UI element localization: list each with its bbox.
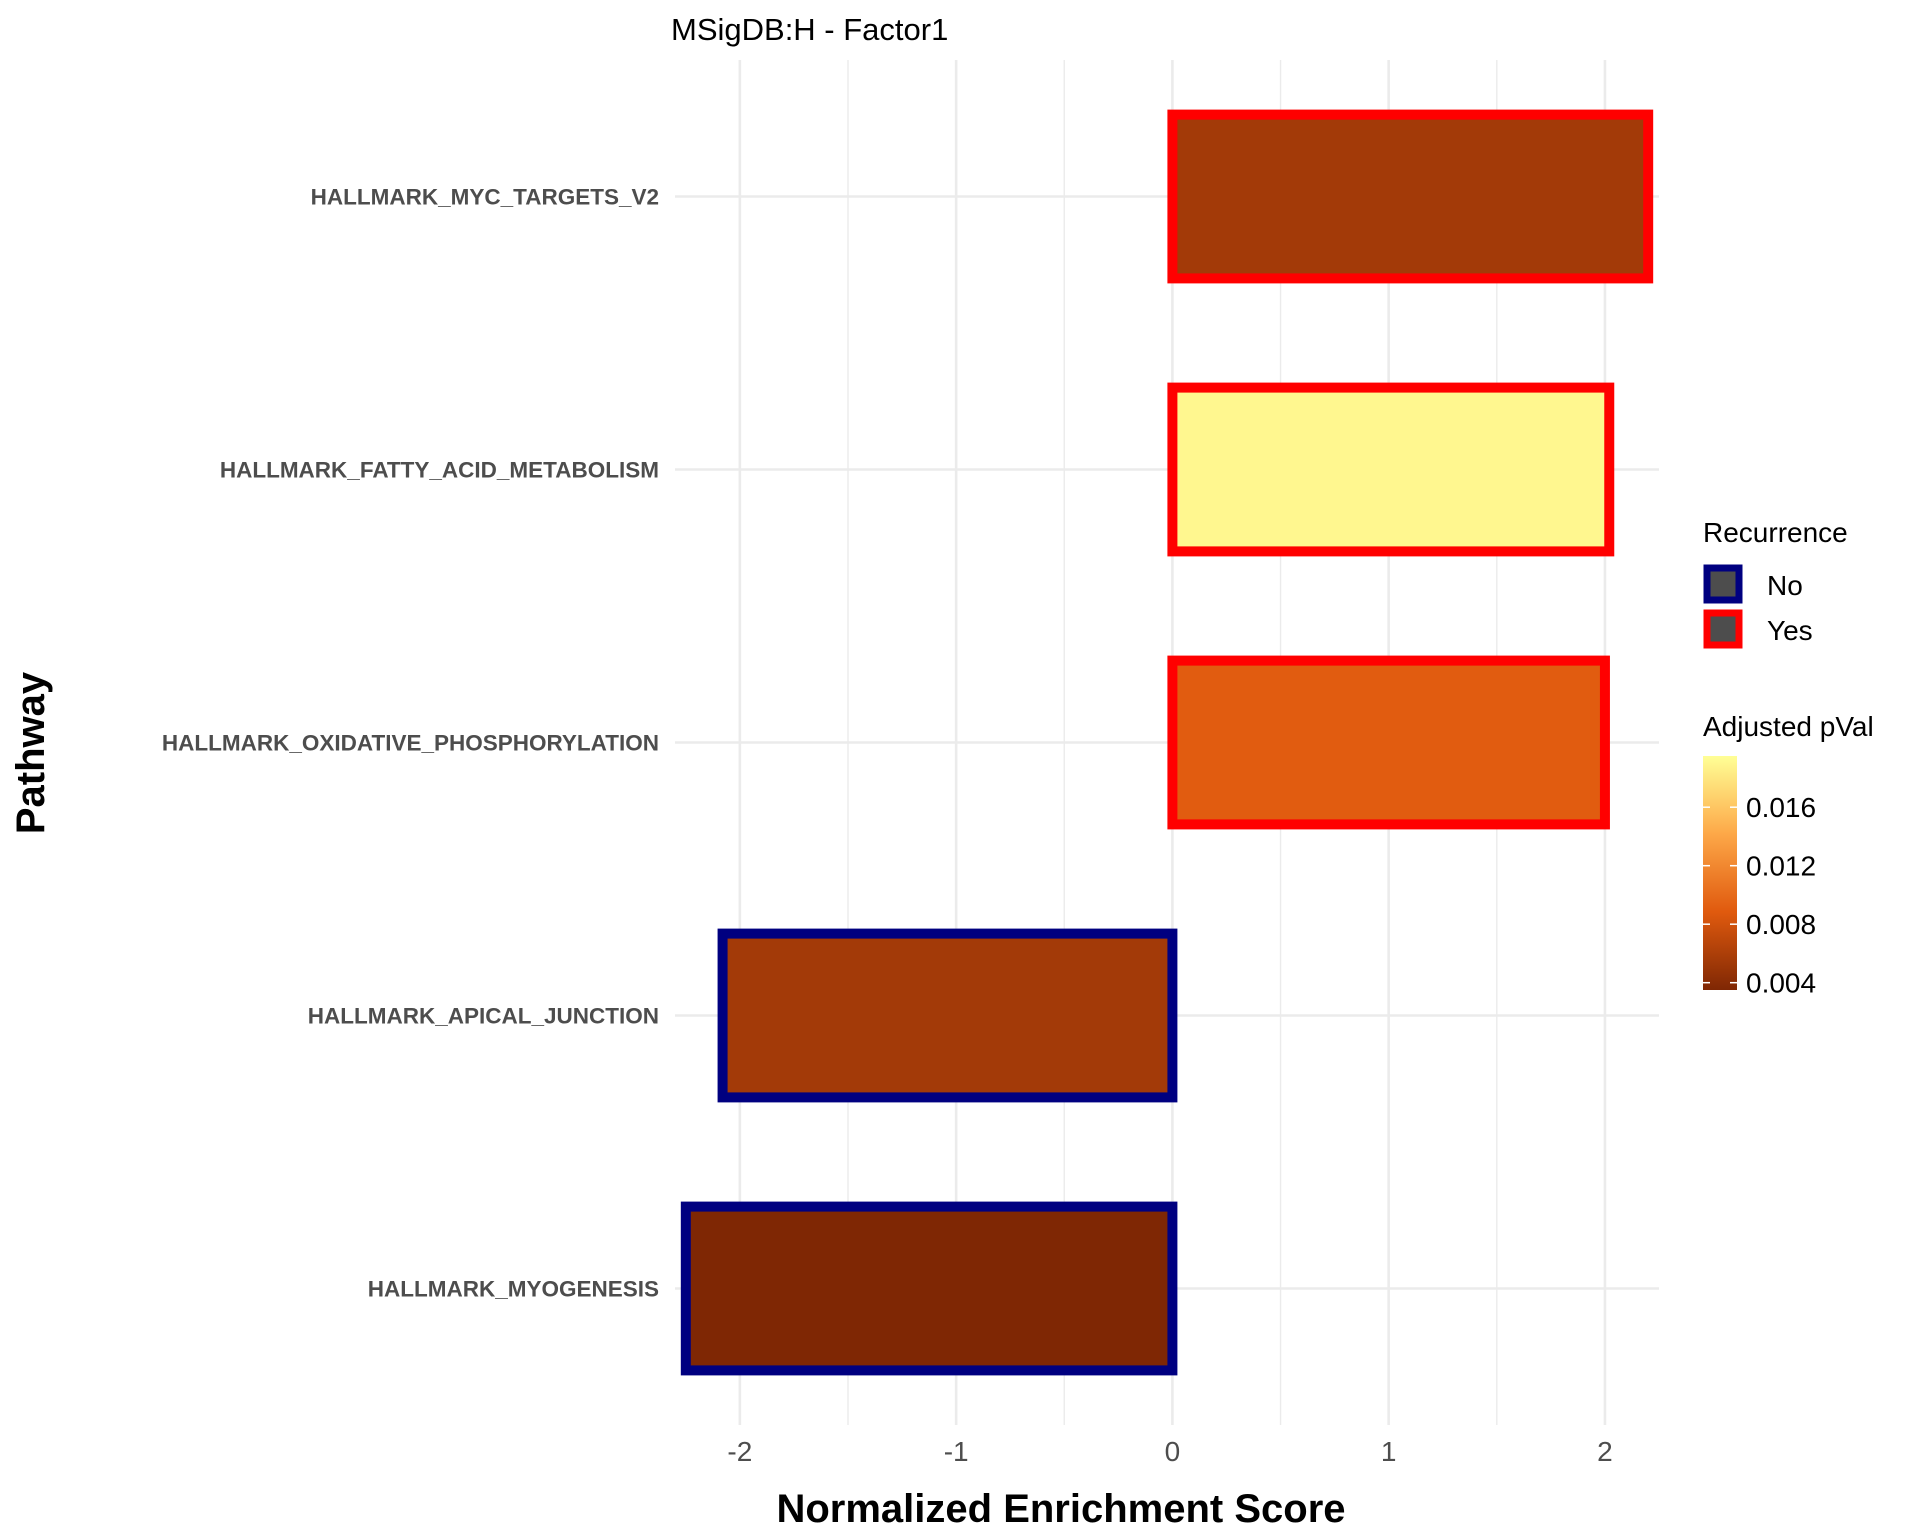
y-tick-label: HALLMARK_OXIDATIVE_PHOSPHORYLATION [162, 731, 659, 756]
bar-hallmark-myc-targets-v2 [1167, 109, 1654, 284]
pval-colorbar [1703, 756, 1737, 990]
axis-labels: HALLMARK_MYC_TARGETS_V2 HALLMARK_FATTY_AC… [162, 185, 1613, 1468]
recurrence-legend-label: No [1767, 570, 1803, 601]
legend: Recurrence Adjusted pVal No Yes 0.004 0.008… [1703, 517, 1874, 999]
pval-tick-label: 0.016 [1746, 792, 1816, 823]
y-tick-label: HALLMARK_MYOGENESIS [368, 1277, 659, 1302]
bars [680, 109, 1654, 1376]
recurrence-legend-title: Recurrence [1703, 517, 1848, 548]
y-axis-title: Pathway [9, 671, 53, 834]
y-tick-label: HALLMARK_MYC_TARGETS_V2 [311, 185, 659, 210]
pval-tick-label: 0.004 [1746, 968, 1816, 999]
recurrence-swatch-yes [1703, 609, 1743, 649]
bar-hallmark-fatty-acid-metabolism [1167, 382, 1615, 557]
x-tick-label: 0 [1165, 1436, 1181, 1467]
recurrence-legend-label: Yes [1767, 615, 1813, 646]
bar-hallmark-myogenesis [680, 1201, 1178, 1376]
y-tick-label: HALLMARK_APICAL_JUNCTION [308, 1004, 659, 1029]
pval-legend-title: Adjusted pVal [1703, 711, 1874, 742]
x-tick-label: 1 [1381, 1436, 1397, 1467]
x-tick-label: -1 [944, 1436, 969, 1467]
bar-hallmark-oxidative-phosphorylation [1167, 655, 1610, 830]
bar-hallmark-apical-junction [717, 928, 1178, 1103]
chart-title: MSigDB:H - Factor1 [671, 12, 948, 47]
pval-tick-label: 0.012 [1746, 851, 1816, 882]
x-tick-label: -2 [727, 1436, 752, 1467]
y-tick-label: HALLMARK_FATTY_ACID_METABOLISM [220, 458, 659, 483]
x-tick-label: 2 [1597, 1436, 1613, 1467]
recurrence-swatch-no [1703, 564, 1743, 604]
pval-tick-label: 0.008 [1746, 909, 1816, 940]
x-axis-title: Normalized Enrichment Score [776, 1487, 1345, 1531]
